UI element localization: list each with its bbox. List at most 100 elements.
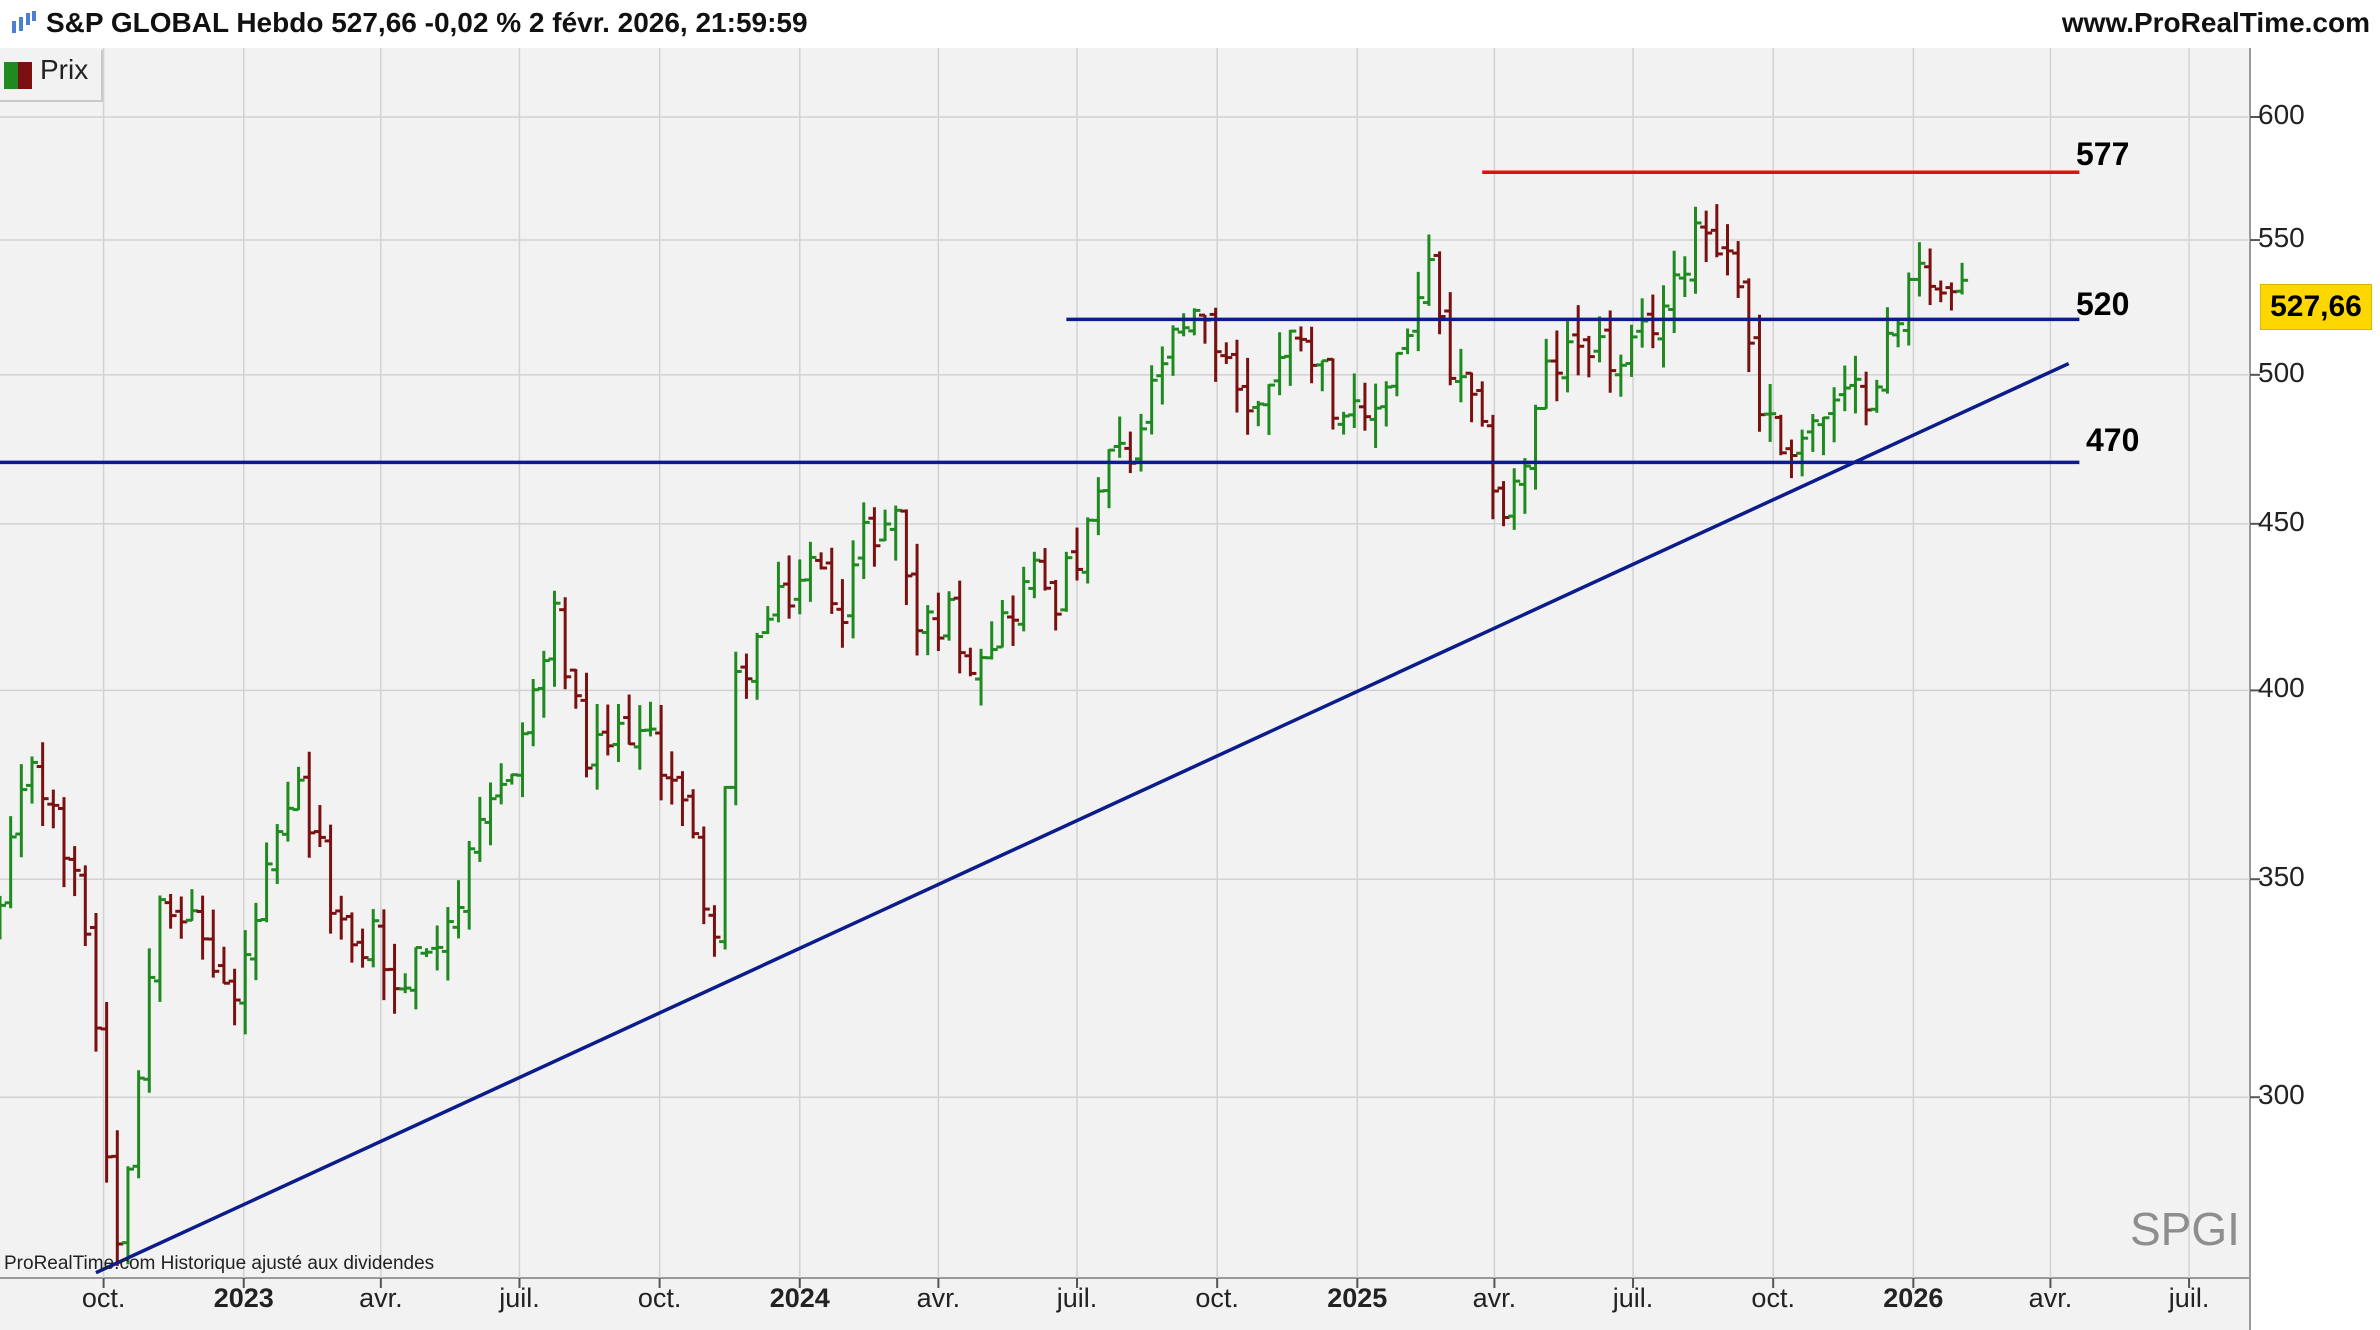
ohlc-bar (207, 909, 220, 978)
ohlc-bar (1956, 262, 1969, 295)
ohlc-bar (1326, 357, 1339, 430)
ohlc-bar (655, 705, 668, 801)
x-tick-label: oct. (1751, 1283, 1795, 1313)
ohlc-bar (1700, 210, 1713, 263)
ohlc-bar (68, 846, 81, 897)
ohlc-bar (868, 507, 881, 567)
ohlc-bar (1486, 414, 1499, 520)
grid (0, 48, 2260, 1288)
ohlc-bar (335, 895, 348, 940)
ohlc-bar (559, 597, 572, 690)
ohlc-bar (1934, 280, 1947, 303)
ohlc-bar (367, 909, 380, 968)
ohlc-bar (1145, 365, 1158, 435)
y-tick-label: 550 (2258, 222, 2305, 254)
chart-title: S&P GLOBAL Hebdo 527,66 -0,02 % 2 févr. … (46, 7, 808, 38)
level-label-470: 470 (2086, 422, 2140, 458)
ohlc-bar (964, 647, 977, 677)
ohlc-bar (1625, 324, 1638, 377)
ohlc-bar (1689, 206, 1702, 294)
ohlc-bar (1721, 224, 1734, 276)
ohlc-bar (1454, 348, 1467, 403)
ohlc-bar (1508, 468, 1521, 530)
ohlc-bar (1476, 381, 1489, 427)
ohlc-bar (121, 1166, 134, 1265)
ohlc-bar (420, 948, 433, 958)
x-tick-label: avr. (2028, 1283, 2073, 1313)
x-tick-label: 2023 (213, 1283, 274, 1313)
ohlc-bar (985, 621, 998, 660)
ohlc-bar (271, 824, 284, 884)
ohlc-bar (1230, 339, 1243, 413)
ohlc-bar (143, 948, 156, 1093)
ohlc-bar (1390, 351, 1403, 397)
ohlc-bar (217, 946, 230, 985)
ohlc-bar (345, 912, 358, 963)
ohlc-bar (1817, 416, 1830, 456)
ohlc-bar (1220, 342, 1233, 364)
ohlc-bar (921, 605, 934, 656)
ohlc-bar (1657, 285, 1670, 368)
ohlc-bar (783, 555, 796, 619)
ohlc-bar (473, 796, 486, 862)
ohlc-bar (1796, 429, 1809, 477)
ohlc-bar (857, 502, 870, 580)
ohlc-bar (0, 895, 6, 940)
ohlc-bar (1358, 382, 1371, 431)
ohlc-bar (1103, 448, 1116, 509)
ohlc-bar (1849, 355, 1862, 414)
legend[interactable]: Prix (0, 50, 103, 102)
ohlc-bar (676, 771, 689, 827)
legend-label: Prix (40, 54, 89, 85)
ohlc-bar (591, 704, 604, 790)
ohlc-bar (25, 756, 38, 804)
ohlc-bar (665, 751, 678, 805)
ohlc-bar (1593, 316, 1606, 363)
ohlc-bar (612, 703, 625, 762)
ohlc-bar (175, 896, 188, 939)
ohlc-bar (761, 606, 774, 635)
site-url[interactable]: www.ProRealTime.com (2061, 7, 2370, 38)
ticker-watermark: SPGI (2130, 1203, 2240, 1255)
last-price-badge: 527,66 (2260, 284, 2372, 330)
ohlc-bar (1785, 439, 1798, 479)
ohlc-bar (537, 650, 550, 718)
ohlc-bar (1294, 326, 1307, 352)
ohlc-bar (1071, 527, 1084, 581)
ohlc-bar (399, 973, 412, 994)
ohlc-bar (1710, 204, 1723, 258)
x-tick-label: juil. (2168, 1283, 2210, 1313)
ohlc-bar (324, 824, 337, 934)
level-label-577: 577 (2076, 136, 2130, 172)
x-tick-label: juil. (1612, 1283, 1654, 1313)
ohlc-bar (580, 672, 593, 778)
plot-background (0, 48, 2250, 1278)
ohlc-bar (484, 782, 497, 846)
y-tick-label: 400 (2258, 672, 2305, 704)
x-tick-label: 2025 (1327, 1283, 1388, 1313)
x-tick-label: avr. (1472, 1283, 1517, 1313)
ohlc-bar (1465, 371, 1478, 423)
ohlc-bar (1412, 271, 1425, 352)
ohlc-bar (1582, 335, 1595, 378)
x-axis-background (0, 1278, 2250, 1330)
ohlc-bar (740, 653, 753, 699)
ohlc-bar (15, 764, 28, 858)
price-chart[interactable] (0, 48, 2380, 1330)
x-tick-label: juil. (1056, 1283, 1098, 1313)
ohlc-bar (1572, 305, 1585, 376)
ohlc-bar (1678, 256, 1691, 298)
ohlc-bar (1561, 321, 1574, 393)
price-swatch-icon (4, 62, 32, 89)
ohlc-bar (1166, 325, 1179, 376)
ohlc-bar (548, 590, 561, 687)
ohlc-bar (1881, 307, 1894, 394)
axis-background (2250, 48, 2380, 1330)
x-tick-label: oct. (81, 1283, 126, 1313)
price-bars (0, 204, 1969, 1266)
ohlc-bar (36, 742, 49, 827)
ohlc-bar (164, 893, 177, 929)
x-tick-label: oct. (1195, 1283, 1239, 1313)
ohlc-bar (729, 651, 742, 806)
ohlc-bar (1732, 241, 1745, 298)
